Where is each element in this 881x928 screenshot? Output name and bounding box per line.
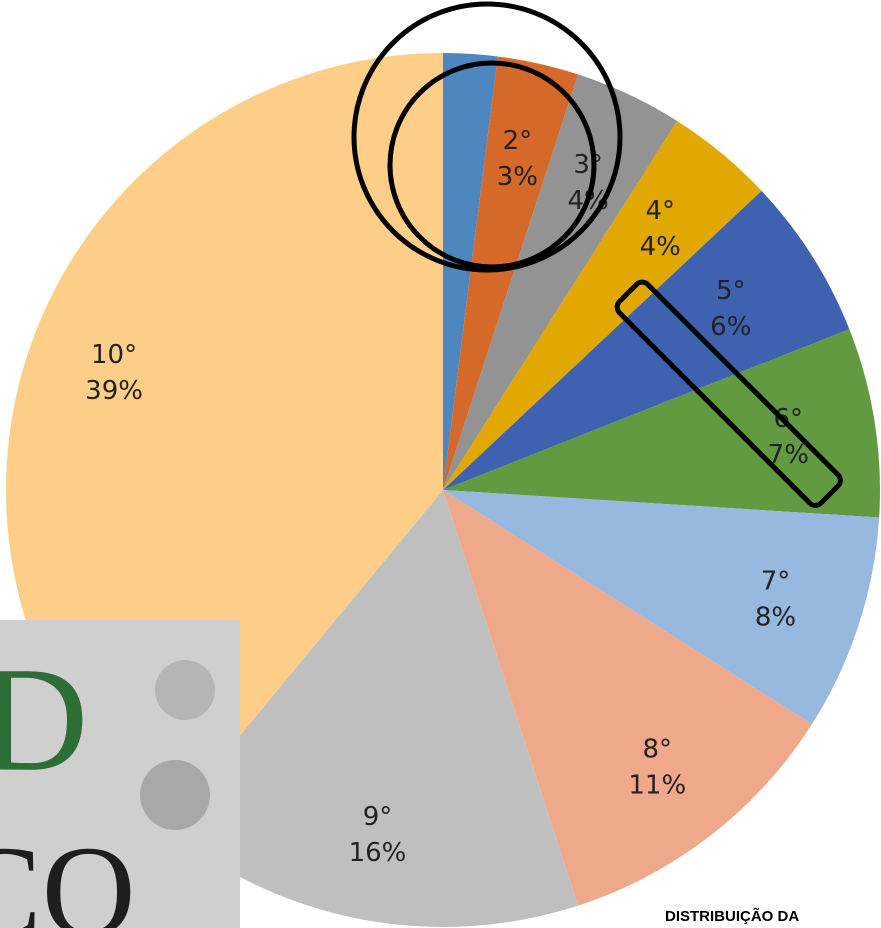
slice-category: 9°: [363, 802, 393, 832]
pie-slice: [443, 56, 579, 491]
slice-category: 7°: [761, 567, 791, 597]
pie-slice: [443, 53, 498, 490]
photo-figure: [140, 760, 210, 830]
slice-value-label: 6%: [710, 312, 751, 342]
slice-category: 10°: [91, 340, 137, 370]
magnifier: [351, 1, 843, 508]
slice-category: 6°: [774, 404, 804, 434]
magnifier-outer-ring: [351, 1, 623, 273]
slice-category: 4°: [645, 196, 675, 226]
slice-value-label: 3%: [497, 162, 538, 192]
pie-slice: [443, 74, 678, 490]
pie-slice: [443, 121, 762, 491]
pie-slice: [443, 490, 880, 725]
pie-slice: [443, 329, 881, 518]
logo-line2: CO: [0, 820, 136, 928]
slice-value-label: 4%: [640, 232, 681, 262]
photo: D CO: [0, 620, 240, 928]
slice-category: 5°: [716, 276, 746, 306]
magnifier-inner-ring: [387, 60, 597, 270]
slice-value-label: 11%: [628, 771, 686, 801]
slice-labels: 2°3% 3°4% 4°4%5°6%6°7%7°8%8°11%9°16%10°39%: [85, 126, 809, 868]
caption: DISTRIBUIÇÃO DA: [665, 907, 799, 925]
magnifier-handle: [614, 279, 843, 508]
slice-category: 2°: [503, 126, 533, 156]
logo-line1: D: [0, 636, 88, 802]
photo-figure: [155, 660, 215, 720]
slice-value-label: 8%: [755, 603, 796, 633]
slice-value-label: 16%: [349, 838, 407, 868]
slice-category: 3°: [573, 150, 603, 180]
slice-value-label: 39%: [85, 376, 143, 406]
pie-slice: [164, 490, 579, 928]
pie-slice: [443, 490, 812, 906]
slice-category: 8°: [642, 735, 672, 765]
